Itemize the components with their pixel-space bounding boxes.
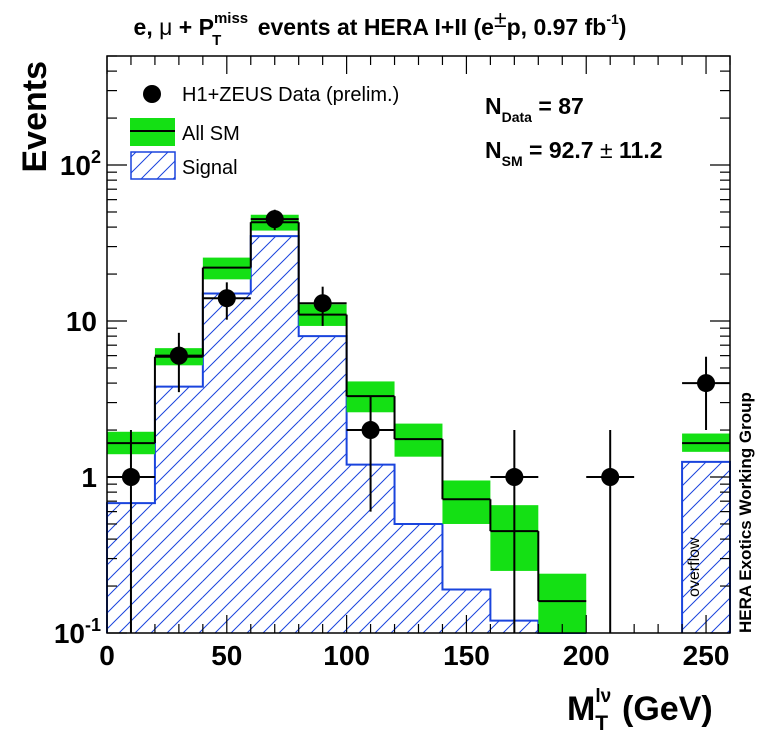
signal-bar bbox=[682, 461, 730, 633]
data-point bbox=[217, 289, 236, 308]
sm-band bbox=[442, 480, 491, 524]
y-tick-label: 10-1 bbox=[54, 615, 101, 649]
axes: 0 50 100 150 200 250 10-1 1 10 102 bbox=[54, 55, 731, 671]
legend-signal-box bbox=[130, 151, 176, 180]
data-point bbox=[169, 346, 188, 365]
chart-title: e, μ + Pmiss T events at HERA I+II (e±p, … bbox=[134, 6, 627, 49]
sm-band bbox=[538, 573, 587, 633]
data-point bbox=[265, 210, 284, 229]
x-tick-label: 250 bbox=[683, 640, 730, 671]
legend: H1+ZEUS Data (prelim.) All SM Signal bbox=[130, 84, 399, 180]
data-point bbox=[505, 468, 524, 487]
signal-bar bbox=[394, 523, 443, 633]
x-tick-label: 100 bbox=[323, 640, 370, 671]
overflow-label: overflow bbox=[686, 537, 703, 597]
signal-bar bbox=[154, 386, 203, 633]
legend-signal-label: Signal bbox=[182, 157, 238, 179]
y-tick-label: 1 bbox=[81, 462, 97, 493]
x-tick-label: 200 bbox=[563, 640, 610, 671]
signal-bar bbox=[298, 336, 347, 633]
data-point bbox=[601, 468, 620, 487]
y-axis-label: Events bbox=[16, 61, 54, 173]
legend-data-label: H1+ZEUS Data (prelim.) bbox=[182, 84, 399, 106]
sm-band bbox=[394, 423, 443, 457]
n-sm-annotation: NSM = 92.7 ± 11.2 bbox=[485, 137, 663, 169]
x-tick-label: 150 bbox=[443, 640, 490, 671]
y-tick-label: 102 bbox=[60, 147, 101, 181]
x-tick-label: 50 bbox=[211, 640, 242, 671]
working-group-label: HERA Exotics Working Group bbox=[736, 392, 755, 633]
data-point bbox=[361, 421, 380, 440]
data-point bbox=[121, 468, 140, 487]
y-tick-label: 10 bbox=[66, 306, 97, 337]
data-point bbox=[697, 374, 716, 393]
legend-data-marker bbox=[143, 85, 161, 103]
n-data-annotation: NData = 87 bbox=[485, 93, 584, 125]
signal-bar bbox=[250, 236, 299, 633]
x-tick-label: 0 bbox=[99, 640, 115, 671]
plot-area bbox=[106, 209, 731, 634]
x-axis-label: Mlν T (GeV) bbox=[567, 686, 713, 731]
data-point bbox=[313, 294, 332, 313]
signal-bar bbox=[202, 293, 251, 633]
legend-sm-label: All SM bbox=[182, 123, 240, 145]
